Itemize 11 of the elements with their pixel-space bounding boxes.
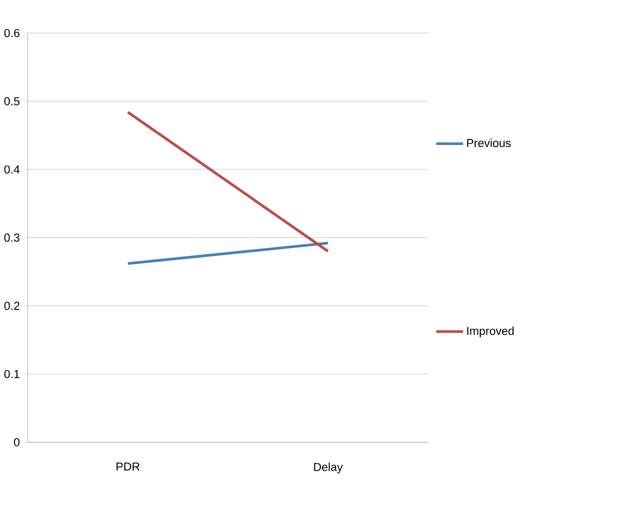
legend-label: Previous bbox=[467, 138, 511, 148]
x-tick-label: Delay bbox=[314, 462, 343, 474]
y-tick-label: 0.3 bbox=[4, 233, 20, 242]
x-tick-label: PDR bbox=[116, 462, 140, 470]
y-tick-label: 0.2 bbox=[4, 302, 20, 310]
legend-label: Improved bbox=[467, 326, 514, 338]
y-tick-label: 0 bbox=[14, 438, 20, 446]
y-tick-label: 0.1 bbox=[4, 370, 20, 378]
y-tick-label: 0.4 bbox=[4, 165, 20, 174]
y-tick-label: 0.5 bbox=[4, 97, 20, 106]
y-tick-label: 0.6 bbox=[4, 28, 20, 38]
